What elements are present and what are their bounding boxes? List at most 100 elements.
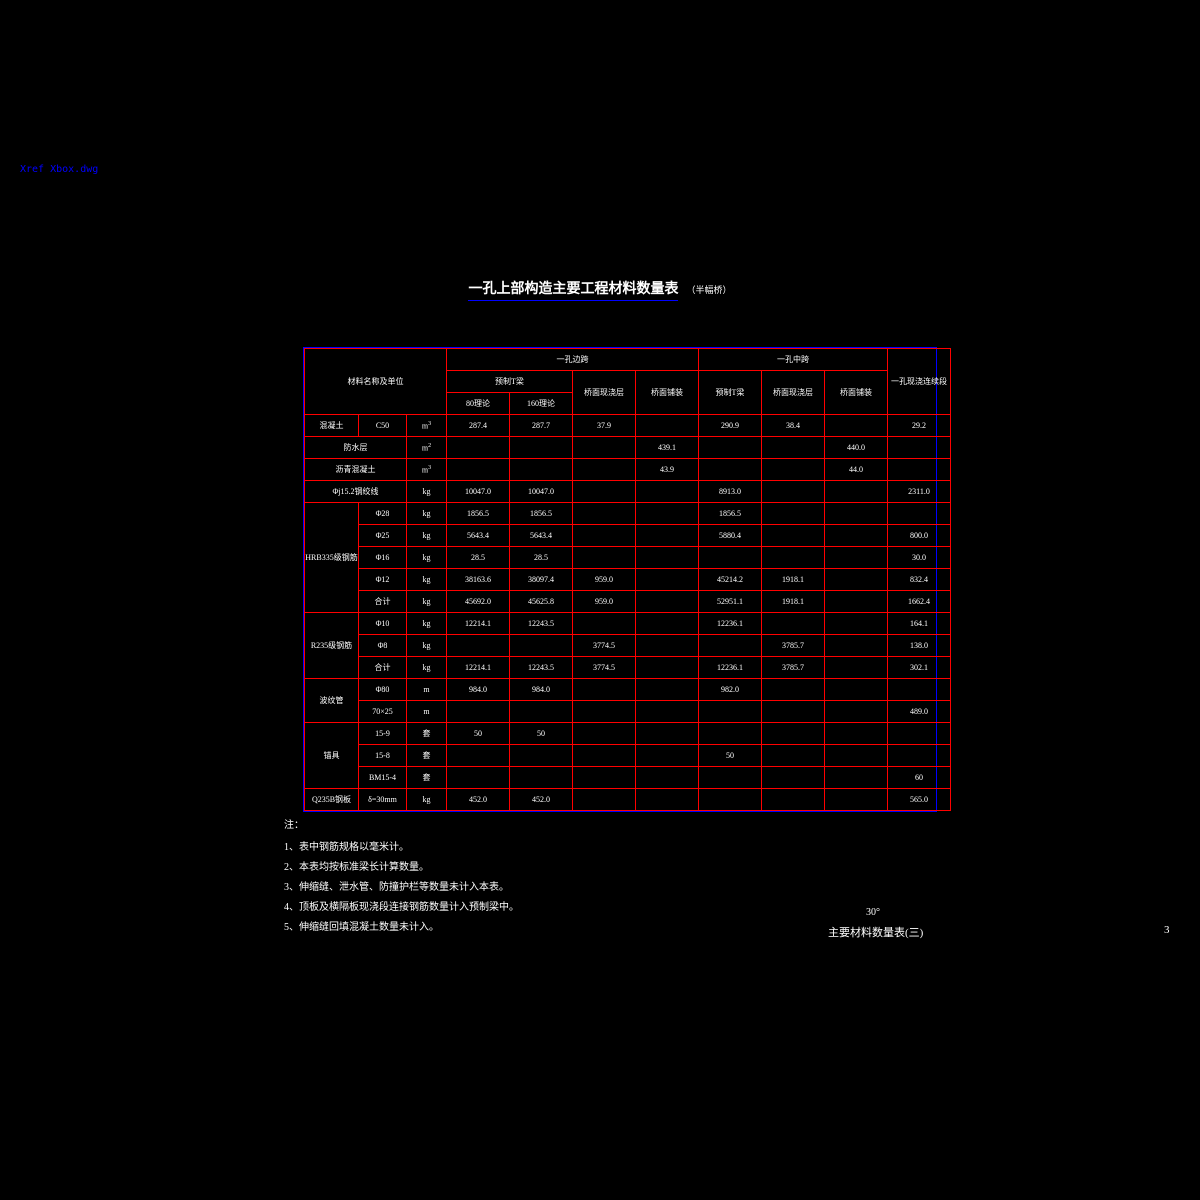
cell-value bbox=[510, 437, 573, 459]
cell-unit: 套 bbox=[407, 745, 447, 767]
cell-value: 287.7 bbox=[510, 415, 573, 437]
cell-value bbox=[825, 679, 888, 701]
cell-value: 8913.0 bbox=[699, 481, 762, 503]
cell-spec: δ=30mm bbox=[359, 789, 407, 811]
cell-value: 12236.1 bbox=[699, 613, 762, 635]
cell-value: 302.1 bbox=[888, 657, 951, 679]
cell-value bbox=[636, 569, 699, 591]
cell-value bbox=[825, 745, 888, 767]
cell-value bbox=[762, 679, 825, 701]
cell-spec: 70×25 bbox=[359, 701, 407, 723]
cell-group: R235级钢筋 bbox=[305, 613, 359, 679]
table-row: Φ8kg3774.53785.7138.0 bbox=[305, 635, 951, 657]
cell-value: 984.0 bbox=[447, 679, 510, 701]
th-160: 160理论 bbox=[510, 393, 573, 415]
cell-spec: Φ8 bbox=[359, 635, 407, 657]
table-row: 70×25m489.0 bbox=[305, 701, 951, 723]
cell-value: 440.0 bbox=[825, 437, 888, 459]
cell-value: 565.0 bbox=[888, 789, 951, 811]
cell-value bbox=[762, 437, 825, 459]
cell-value bbox=[636, 635, 699, 657]
page-title: 一孔上部构造主要工程材料数量表 bbox=[468, 278, 678, 301]
cell-spec: 合计 bbox=[359, 657, 407, 679]
cell-value: 50 bbox=[447, 723, 510, 745]
cell-value bbox=[762, 503, 825, 525]
cell-value: 800.0 bbox=[888, 525, 951, 547]
materials-table-wrap: 材料名称及单位 一孔边跨 一孔中跨 一孔现浇连续段 预制T梁 桥面现浇层 桥面铺… bbox=[304, 348, 936, 811]
cell-value bbox=[825, 547, 888, 569]
cell-value bbox=[510, 767, 573, 789]
cell-value bbox=[447, 459, 510, 481]
table-row: BM15-4套60 bbox=[305, 767, 951, 789]
note-item: 1、表中钢筋规格以毫米计。 bbox=[284, 838, 519, 858]
cell-value: 10047.0 bbox=[510, 481, 573, 503]
cell-value bbox=[636, 679, 699, 701]
cell-value: 2311.0 bbox=[888, 481, 951, 503]
cell-value: 38163.6 bbox=[447, 569, 510, 591]
cell-value bbox=[573, 723, 636, 745]
cell-value: 12236.1 bbox=[699, 657, 762, 679]
filename-label: Xref Xbox.dwg bbox=[20, 164, 98, 175]
cell-value bbox=[636, 745, 699, 767]
materials-table: 材料名称及单位 一孔边跨 一孔中跨 一孔现浇连续段 预制T梁 桥面现浇层 桥面铺… bbox=[304, 348, 951, 811]
cell-value: 1918.1 bbox=[762, 569, 825, 591]
cell-unit: m2 bbox=[407, 437, 447, 459]
cell-group: 锚具 bbox=[305, 723, 359, 789]
cell-unit: m3 bbox=[407, 415, 447, 437]
table-row: 15-8套50 bbox=[305, 745, 951, 767]
cell-value: 12243.5 bbox=[510, 613, 573, 635]
cell-value bbox=[825, 701, 888, 723]
cell-value bbox=[699, 789, 762, 811]
cell-value bbox=[573, 437, 636, 459]
cell-value: 832.4 bbox=[888, 569, 951, 591]
note-item: 5、伸缩缝回填混凝土数量未计入。 bbox=[284, 918, 519, 938]
cell-value bbox=[825, 569, 888, 591]
cell-value: 1856.5 bbox=[447, 503, 510, 525]
cell-value: 38097.4 bbox=[510, 569, 573, 591]
cell-unit: kg bbox=[407, 591, 447, 613]
cell-value: 29.2 bbox=[888, 415, 951, 437]
cell-value bbox=[762, 525, 825, 547]
cell-value: 439.1 bbox=[636, 437, 699, 459]
table-row: 合计kg12214.112243.53774.512236.13785.7302… bbox=[305, 657, 951, 679]
cell-value bbox=[447, 437, 510, 459]
cell-value bbox=[510, 701, 573, 723]
notes-block: 注： 1、表中钢筋规格以毫米计。2、本表均按标准梁长计算数量。3、伸缩缝、泄水管… bbox=[284, 816, 519, 938]
cell-material: 防水层 bbox=[305, 437, 407, 459]
cell-unit: kg bbox=[407, 547, 447, 569]
table-row: 混凝土C50m3287.4287.737.9290.938.429.2 bbox=[305, 415, 951, 437]
cell-spec: C50 bbox=[359, 415, 407, 437]
table-row: 合计kg45692.045625.8959.052951.11918.11662… bbox=[305, 591, 951, 613]
cell-spec: BM15-4 bbox=[359, 767, 407, 789]
cell-spec: Φ80 bbox=[359, 679, 407, 701]
cell-value: 37.9 bbox=[573, 415, 636, 437]
cell-value bbox=[510, 459, 573, 481]
cell-value bbox=[825, 723, 888, 745]
cell-value: 38.4 bbox=[762, 415, 825, 437]
cell-unit: kg bbox=[407, 525, 447, 547]
cell-value: 452.0 bbox=[510, 789, 573, 811]
table-row: Φj15.2钢绞线kg10047.010047.08913.02311.0 bbox=[305, 481, 951, 503]
cell-unit: 套 bbox=[407, 767, 447, 789]
cell-value: 982.0 bbox=[699, 679, 762, 701]
cell-value: 452.0 bbox=[447, 789, 510, 811]
cell-value bbox=[825, 657, 888, 679]
cell-value bbox=[636, 701, 699, 723]
cell-value bbox=[573, 459, 636, 481]
cell-value bbox=[573, 525, 636, 547]
cell-value bbox=[699, 459, 762, 481]
table-row: Φ25kg5643.45643.45880.4800.0 bbox=[305, 525, 951, 547]
cell-value bbox=[699, 767, 762, 789]
cell-value bbox=[699, 635, 762, 657]
cell-value bbox=[825, 525, 888, 547]
th-yuzhiT-zhong: 预制T梁 bbox=[699, 371, 762, 415]
cell-unit: m bbox=[407, 679, 447, 701]
cell-value: 12243.5 bbox=[510, 657, 573, 679]
cell-value: 30.0 bbox=[888, 547, 951, 569]
cell-value bbox=[573, 613, 636, 635]
cell-material: 沥青混凝土 bbox=[305, 459, 407, 481]
cell-spec: Φ12 bbox=[359, 569, 407, 591]
cell-unit: 套 bbox=[407, 723, 447, 745]
cell-value bbox=[762, 613, 825, 635]
cell-value: 44.0 bbox=[825, 459, 888, 481]
